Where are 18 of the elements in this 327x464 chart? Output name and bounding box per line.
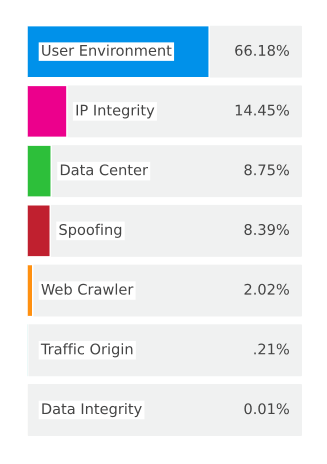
y-tick-label: IP Integrity — [76, 104, 154, 118]
bar — [27, 204, 51, 258]
y-tick-label: Traffic Origin — [40, 343, 132, 358]
data-label: 8.39% — [244, 224, 289, 236]
bar — [27, 84, 68, 138]
y-tick-label: Spoofing — [59, 224, 122, 238]
y-tick-label: User Environment — [42, 44, 172, 56]
y-tick-label: Data Center — [60, 164, 148, 176]
data-label: 0.01% — [244, 403, 289, 414]
data-label: 66.18% — [235, 44, 289, 56]
bar — [27, 264, 34, 318]
data-label: 14.45% — [236, 104, 289, 116]
y-tick-label: Data Integrity — [42, 402, 142, 418]
data-label: 2.02% — [244, 284, 289, 295]
bar — [27, 144, 52, 198]
data-label: 8.75% — [244, 164, 289, 176]
y-tick-label: Web Crawler — [41, 284, 134, 295]
data-label: .21% — [254, 343, 289, 355]
